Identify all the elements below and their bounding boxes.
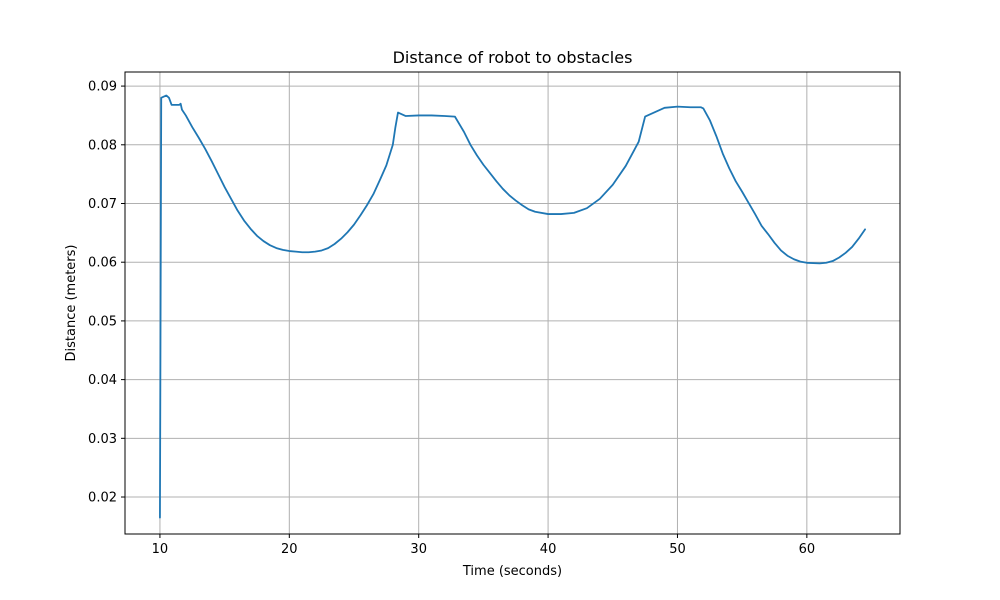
plot-frame <box>124 71 901 535</box>
x-tick-label: 40 <box>540 542 557 557</box>
y-tick-label: 0.02 <box>88 491 117 506</box>
y-tick-label: 0.08 <box>88 138 117 153</box>
grid-lines <box>125 72 900 534</box>
y-tick-label: 0.05 <box>88 314 117 329</box>
series-line <box>159 94 866 519</box>
y-axis-label: Distance (meters) <box>64 245 79 362</box>
y-tick-label: 0.04 <box>88 373 117 388</box>
y-axis: 0.02 0.03 0.04 0.05 0.06 0.07 0.08 0.09 <box>88 80 125 506</box>
x-tick-label: 20 <box>281 542 298 557</box>
x-axis-label: Time (seconds) <box>462 564 562 579</box>
x-tick-label: 50 <box>669 542 686 557</box>
x-tick-label: 30 <box>410 542 427 557</box>
chart-title: Distance of robot to obstacles <box>393 48 633 67</box>
y-tick-label: 0.03 <box>88 432 117 447</box>
x-tick-label: 10 <box>152 542 169 557</box>
x-axis: 10 20 30 40 50 60 <box>152 534 815 557</box>
x-tick-label: 60 <box>799 542 816 557</box>
y-tick-label: 0.09 <box>88 80 117 95</box>
y-tick-label: 0.06 <box>88 256 117 271</box>
series-layer <box>159 94 866 519</box>
y-tick-label: 0.07 <box>88 197 117 212</box>
